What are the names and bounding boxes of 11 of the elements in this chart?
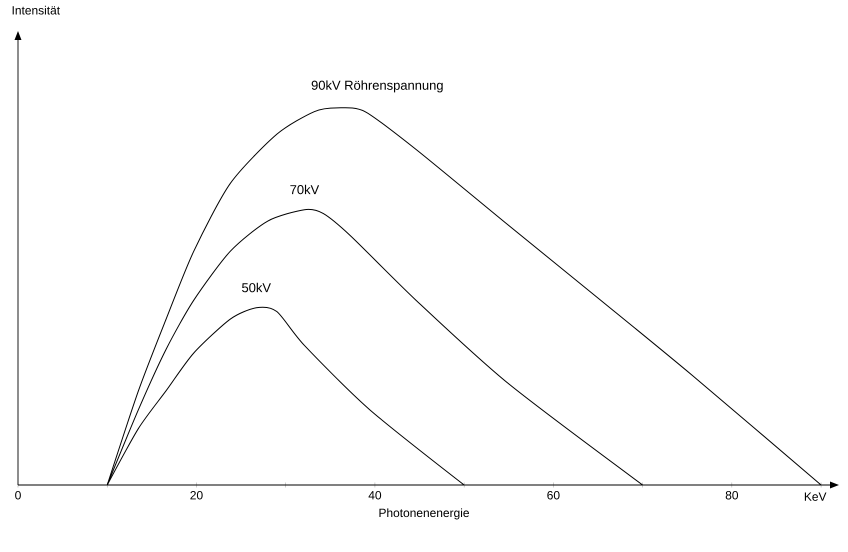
text: Intensität [12, 6, 60, 15]
x-tick-label: 0 [15, 491, 21, 500]
x-tick-label: 20 [190, 491, 203, 500]
series-label: 50kV [242, 282, 271, 292]
x-tick-label: 40 [368, 491, 382, 500]
text: KeV [804, 492, 826, 501]
series-label: 90kV Röhrenspannung [312, 80, 443, 92]
series-label: 70kV [290, 184, 320, 194]
x-axis-title: Photonenenergie [379, 508, 469, 520]
x-tick-label: 60 [547, 491, 560, 500]
x-tick-label: 80 [726, 491, 738, 500]
